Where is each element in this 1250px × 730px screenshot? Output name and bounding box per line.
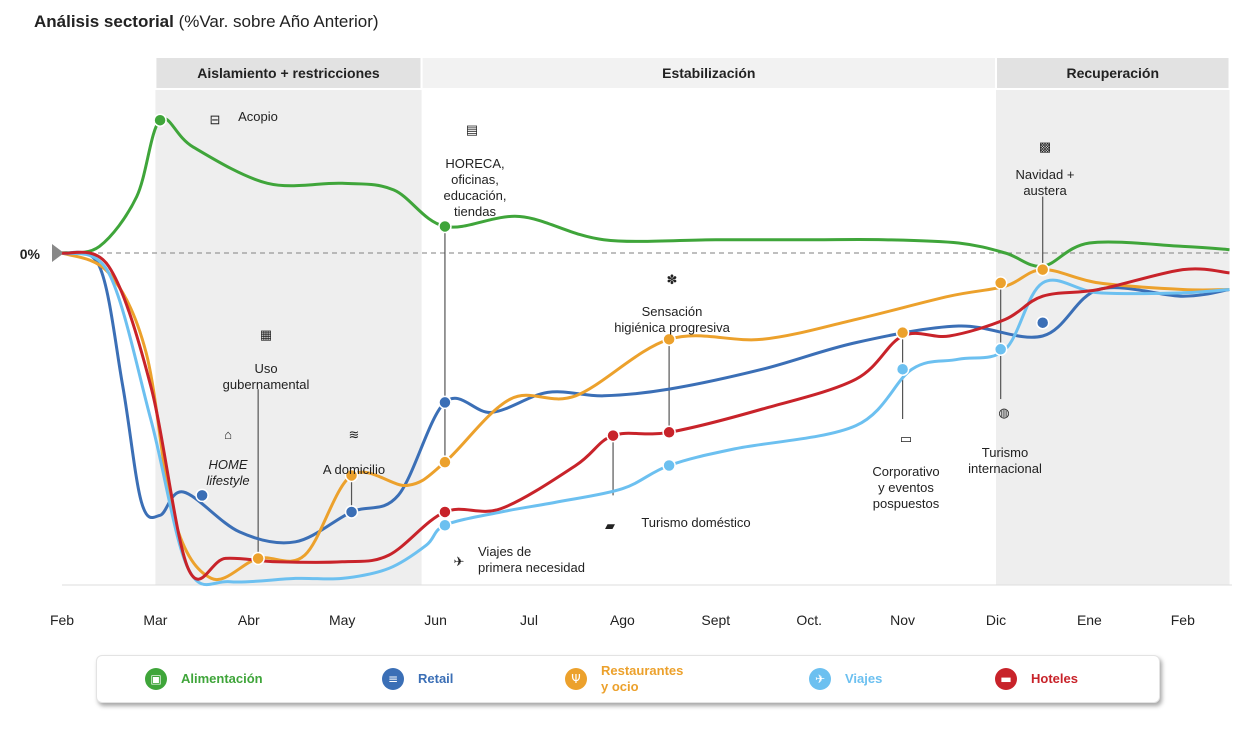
page-title: Análisis sectorial (%Var. sobre Año Ante… <box>34 12 379 31</box>
data-point-restaurantes <box>662 332 676 347</box>
legend-item-hoteles[interactable]: ▬ Hoteles <box>995 656 1078 702</box>
data-point-viajes <box>895 362 910 376</box>
legend-item-restaurantes[interactable]: Ψ Restaurantes y ocio <box>565 656 683 702</box>
annotation-horeca: tiendas <box>454 204 496 219</box>
line-chart: Aislamiento + restricciones Estabilizació… <box>20 56 1232 628</box>
annotation-domicilio: A domicilio <box>323 462 385 477</box>
annotation-corporativo: Corporativo <box>872 464 939 479</box>
annotation-uso: gubernamental <box>223 377 310 392</box>
annotation-horeca: oficinas, <box>451 172 499 187</box>
legend-label-retail: Retail <box>418 671 454 686</box>
plane-icon: ✈ <box>454 554 465 569</box>
wifi-icon: ≋ <box>349 427 360 442</box>
data-point-retail <box>438 395 452 410</box>
x-tick-label: Oct. <box>796 612 822 628</box>
data-point-restaurantes <box>1035 262 1050 277</box>
data-point-restaurantes <box>438 455 452 469</box>
data-point-restaurantes <box>895 325 910 340</box>
annotation-navidad: austera <box>1023 183 1067 198</box>
data-point-hoteles <box>606 428 620 443</box>
annotation-turismo_int: internacional <box>968 461 1042 476</box>
virus-icon: ✽ <box>667 272 678 287</box>
basket-icon: ⊟ <box>210 112 221 127</box>
annotation-home: lifestyle <box>206 473 249 488</box>
legend-item-alimentacion[interactable]: ▣ Alimentación <box>145 656 263 702</box>
spain-map-icon: ▰ <box>605 518 615 533</box>
annotation-home: HOME <box>209 457 248 472</box>
data-point-restaurantes <box>344 468 359 483</box>
legend: ▣ Alimentación ≡ Retail Ψ Restaurantes y… <box>96 655 1160 703</box>
annotation-horeca: educación, <box>444 188 507 203</box>
briefcase-icon: ▭ <box>900 431 912 446</box>
bed-icon: ▬ <box>995 668 1017 690</box>
x-tick-label: Ene <box>1077 612 1102 628</box>
annotation-acopio: Acopio <box>238 109 278 124</box>
annotation-uso: Uso <box>254 361 277 376</box>
annotation-turismo_dom: Turismo doméstico <box>641 515 750 530</box>
zero-arrow <box>52 244 64 262</box>
series-line-retail <box>61 250 1230 545</box>
x-tick-label: Abr <box>238 612 260 628</box>
basket-icon: ▣ <box>145 668 167 690</box>
phase-label: Estabilización <box>662 65 755 81</box>
x-tick-label: Jul <box>520 612 538 628</box>
phase-header <box>420 56 997 90</box>
legend-label-alimentacion: Alimentación <box>181 671 263 686</box>
annotation-corporativo: y eventos <box>878 480 934 495</box>
legend-item-retail[interactable]: ≡ Retail <box>382 656 453 702</box>
data-point-viajes <box>993 342 1008 357</box>
annotation-higienica: Sensación <box>642 304 703 319</box>
gift-box-icon: ▩ <box>1039 139 1051 154</box>
annotation-viajes_prim: primera necesidad <box>478 560 585 575</box>
data-point-restaurantes <box>993 276 1008 290</box>
open-sign-icon: ▤ <box>466 122 478 137</box>
mouse-icon: ⌂ <box>224 427 232 442</box>
annotation-turismo_int: Turismo <box>982 445 1028 460</box>
x-tick-label: Feb <box>1171 612 1195 628</box>
x-tick-label: Dic <box>986 612 1006 628</box>
x-tick-label: May <box>329 612 355 628</box>
building-icon: ▦ <box>260 327 272 342</box>
plane-icon: ✈ <box>809 668 831 690</box>
legend-label-hoteles: Hoteles <box>1031 671 1078 686</box>
data-point-retail <box>1035 315 1050 330</box>
x-tick-label: Feb <box>50 612 74 628</box>
phase-header <box>995 56 1231 90</box>
series-line-hoteles <box>61 250 1230 581</box>
globe-icon: ◍ <box>998 405 1009 420</box>
legend-label-viajes: Viajes <box>845 671 883 686</box>
x-tick-label: Nov <box>890 612 915 628</box>
zero-label: 0% <box>20 246 41 262</box>
legend-item-viajes[interactable]: ✈ Viajes <box>809 656 882 702</box>
x-tick-label: Mar <box>143 612 167 628</box>
data-point-alimentacion <box>438 219 452 234</box>
cutlery-icon: Ψ <box>565 668 587 690</box>
cart-icon: ≡ <box>382 668 404 690</box>
data-point-viajes <box>662 458 676 473</box>
data-point-alimentacion <box>153 113 167 127</box>
annotation-higienica: higiénica progresiva <box>614 320 730 335</box>
data-point-retail <box>195 488 209 503</box>
x-tick-label: Jun <box>424 612 447 628</box>
data-point-hoteles <box>438 505 452 519</box>
annotation-horeca: HORECA, <box>445 156 504 171</box>
x-tick-label: Sept <box>701 612 730 628</box>
legend-label-restaurantes: Restaurantes y ocio <box>601 663 684 694</box>
annotation-viajes_prim: Viajes de <box>478 544 531 559</box>
data-point-viajes <box>438 518 452 532</box>
annotation-navidad: Navidad + <box>1016 167 1075 182</box>
annotation-corporativo: pospuestos <box>873 496 940 511</box>
phase-label: Aislamiento + restricciones <box>197 65 380 81</box>
phase-label: Recuperación <box>1066 65 1159 81</box>
x-tick-label: Ago <box>610 612 635 628</box>
phase-band <box>996 57 1230 585</box>
data-point-retail <box>344 505 359 519</box>
data-point-hoteles <box>662 425 676 440</box>
data-point-restaurantes <box>251 551 265 566</box>
